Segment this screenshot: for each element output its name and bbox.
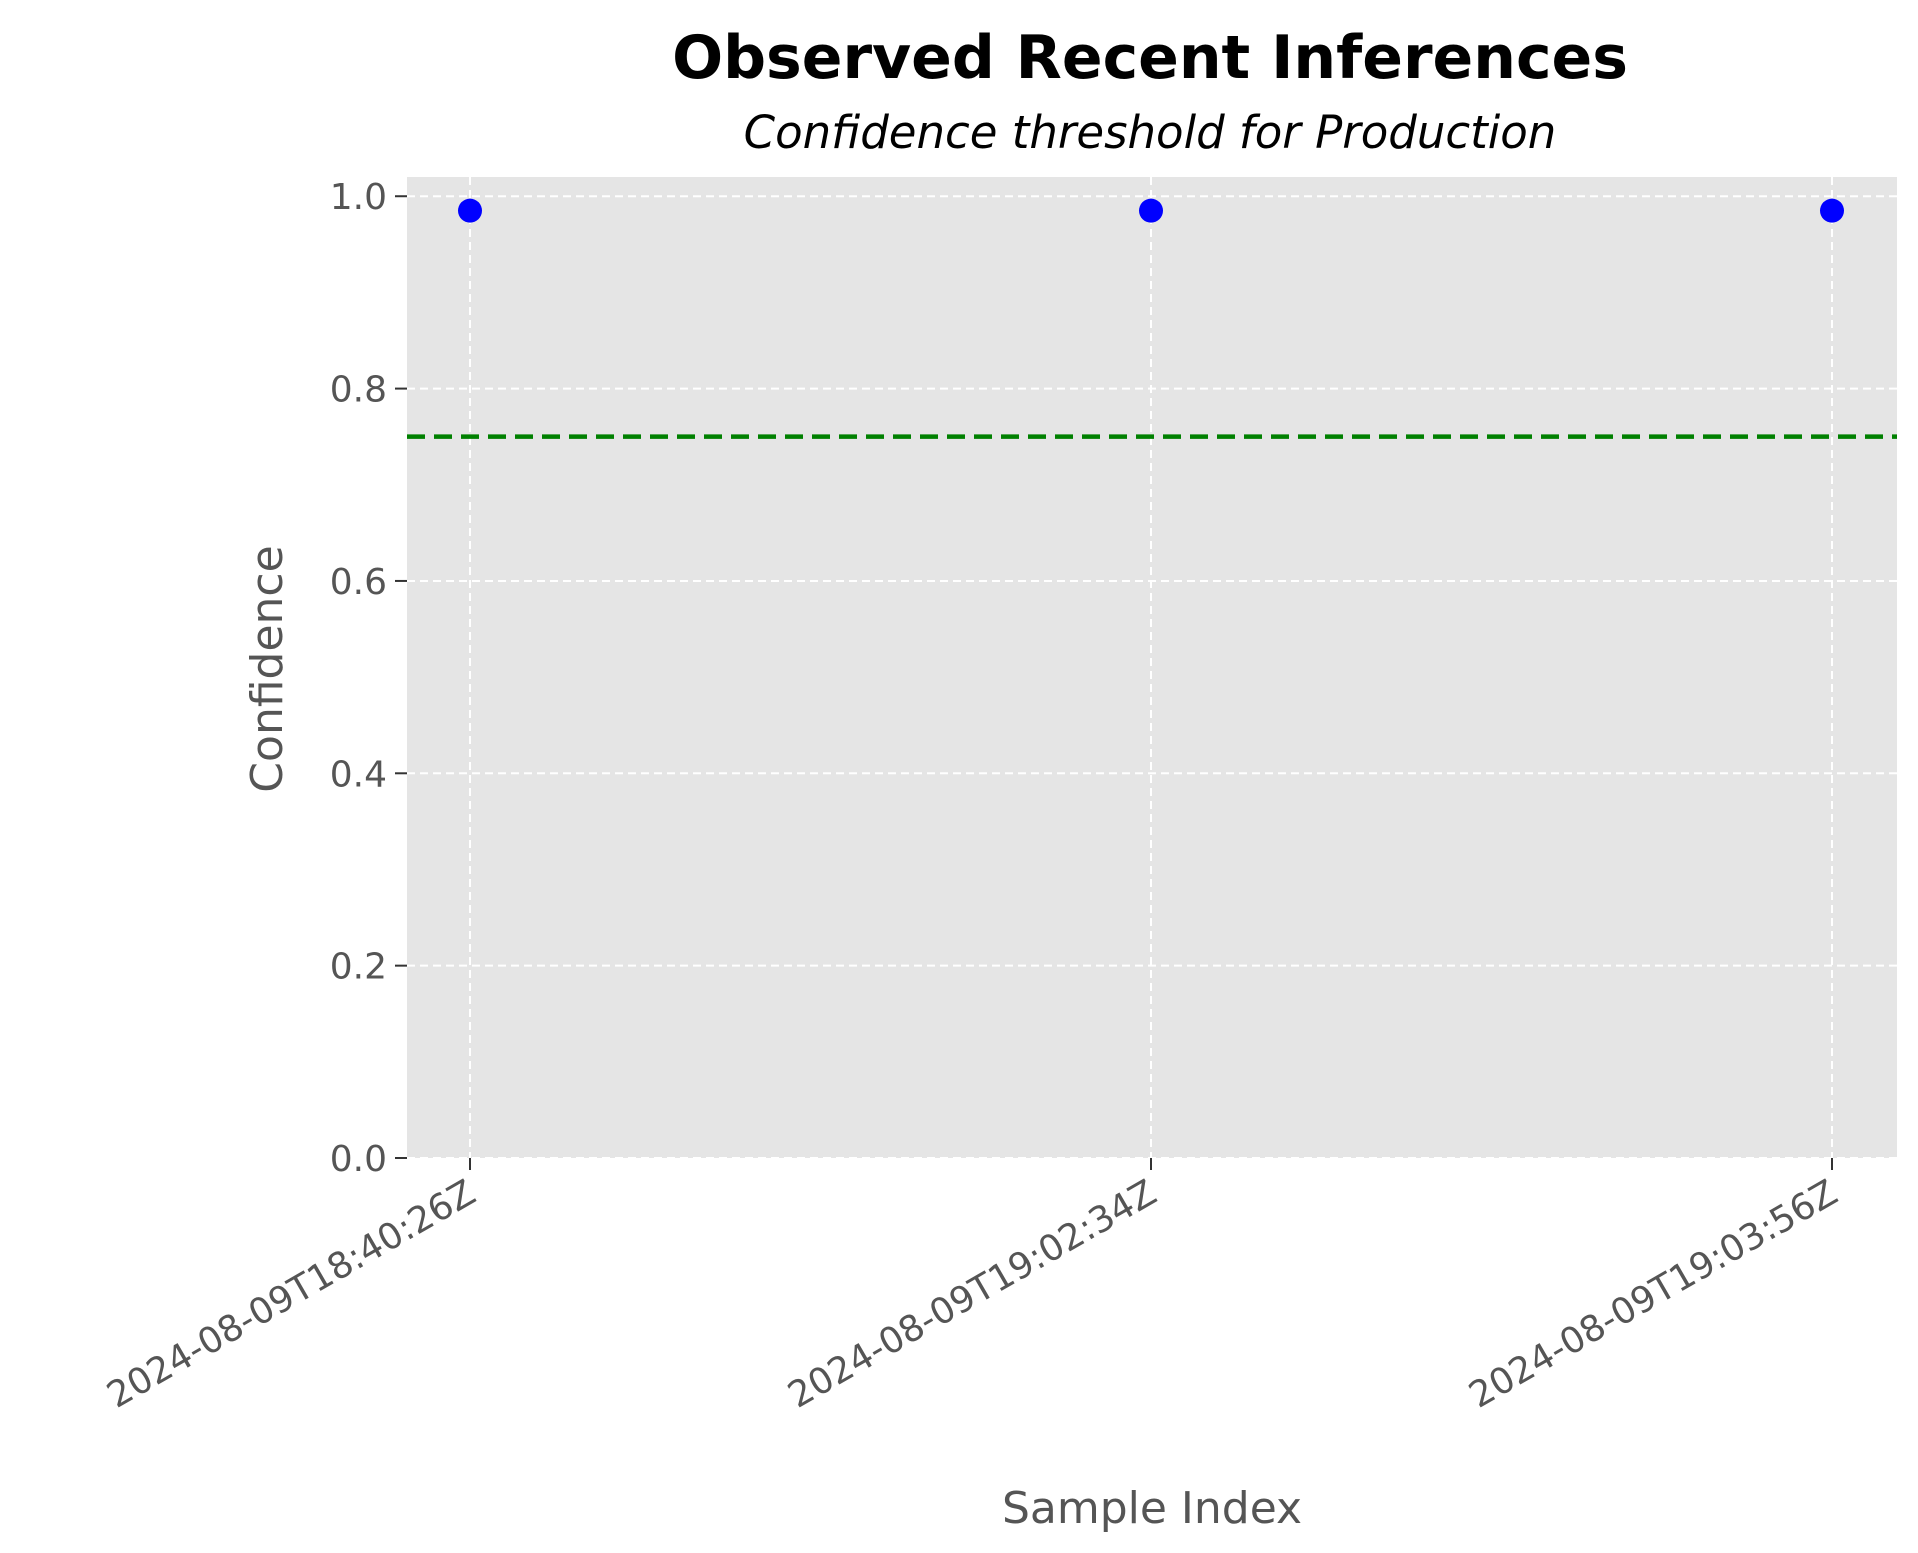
- grid: [407, 177, 1897, 1159]
- data-points: [458, 198, 1844, 223]
- x-tick-label: 2024-08-09T18:40:26Z: [100, 1172, 482, 1416]
- y-tick-label: 0.4: [330, 754, 387, 795]
- chart-title: Observed Recent Inferences: [672, 23, 1628, 93]
- data-point: [1820, 198, 1844, 223]
- y-tick-label: 0.8: [330, 370, 387, 411]
- x-tick-label: 2024-08-09T19:03:56Z: [1462, 1172, 1844, 1416]
- data-point: [1139, 198, 1163, 223]
- y-tick-label: 1.0: [330, 177, 387, 218]
- y-tick-label: 0.0: [330, 1139, 387, 1180]
- data-point: [458, 198, 482, 223]
- y-tick-label: 0.6: [330, 562, 387, 603]
- y-axis-label: Confidence: [242, 545, 293, 792]
- x-axis-label: Sample Index: [1002, 1483, 1302, 1534]
- y-tick-label: 0.2: [330, 947, 387, 988]
- chart-subtitle: Confidence threshold for Production: [744, 106, 1557, 159]
- x-tick-label: 2024-08-09T19:02:34Z: [781, 1172, 1163, 1416]
